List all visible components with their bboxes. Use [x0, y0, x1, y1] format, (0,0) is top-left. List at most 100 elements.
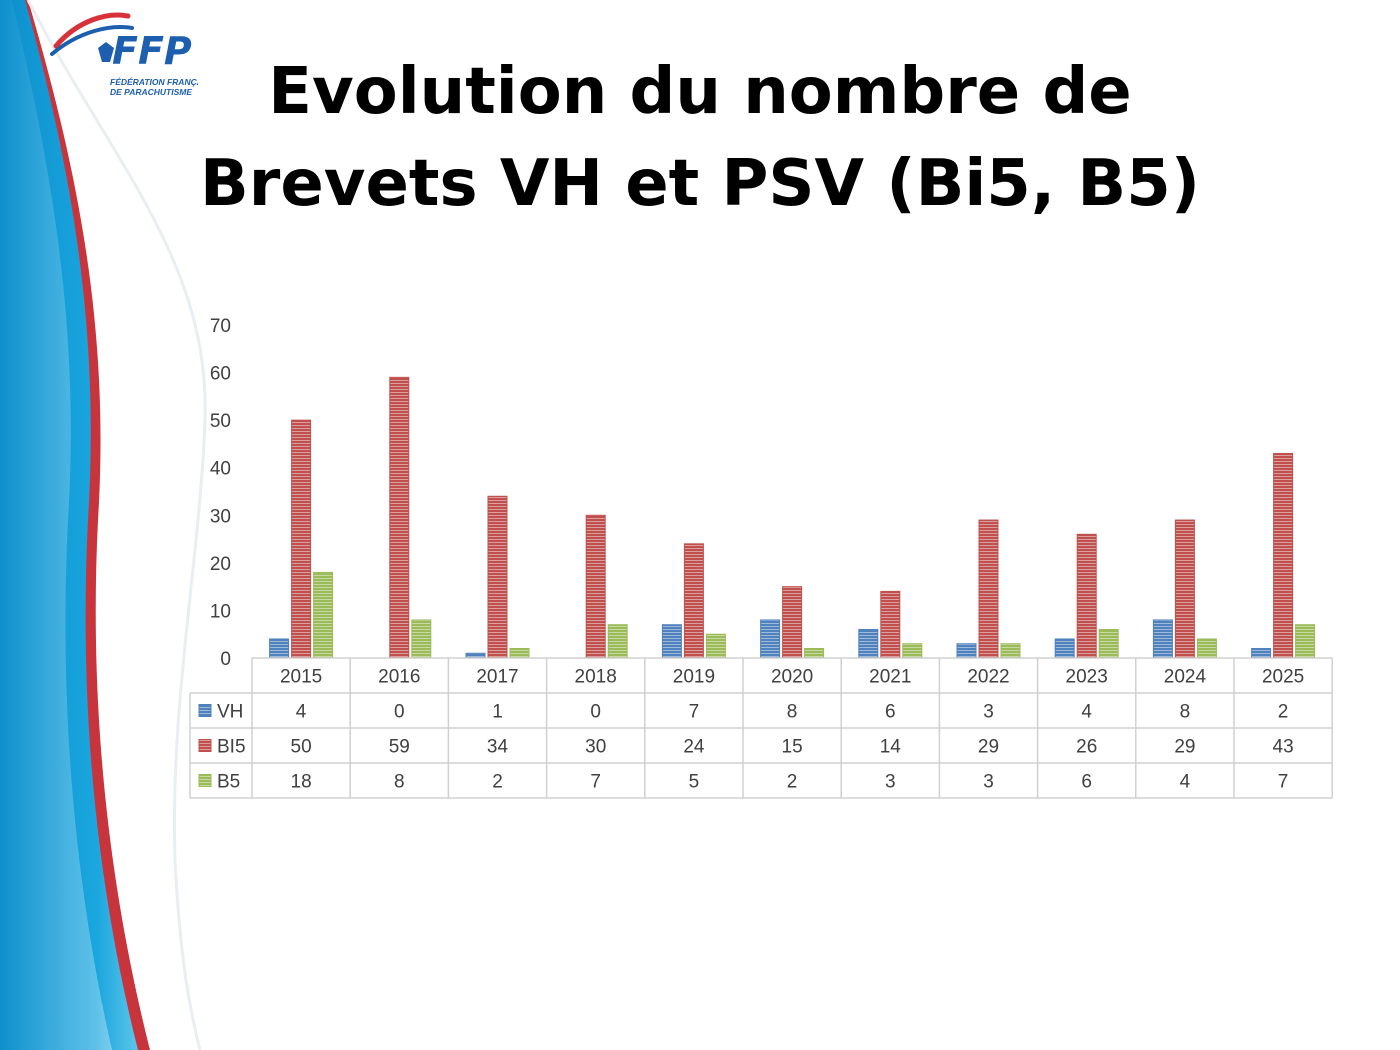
- svg-text:FÉDÉRATION FRANÇAISE: FÉDÉRATION FRANÇAISE: [110, 77, 198, 87]
- data-label-vh: 8: [787, 702, 798, 723]
- bar-bi5-2016: [389, 376, 410, 659]
- x-category-label: 2021: [869, 667, 911, 688]
- y-tick-label: 10: [210, 601, 231, 622]
- bar-b5-2018: [607, 624, 628, 659]
- bar-b5-2025: [1295, 624, 1316, 659]
- x-category-label: 2022: [967, 667, 1009, 688]
- svg-text:FFP: FFP: [112, 29, 192, 73]
- legend-label-bi5: BI5: [217, 737, 246, 758]
- y-tick-label: 70: [210, 316, 231, 337]
- bar-bi5-2017: [487, 495, 508, 659]
- data-label-b5: 8: [394, 772, 405, 793]
- bar-bi5-2020: [782, 586, 803, 659]
- bar-bi5-2024: [1174, 519, 1195, 659]
- data-label-vh: 7: [689, 702, 700, 723]
- data-label-vh: 8: [1180, 702, 1191, 723]
- data-label-vh: 2: [1278, 702, 1289, 723]
- bar-b5-2020: [804, 647, 825, 659]
- y-tick-label: 30: [210, 506, 231, 527]
- data-label-b5: 5: [689, 772, 700, 793]
- bar-vh-2019: [661, 624, 682, 659]
- data-label-b5: 4: [1180, 772, 1191, 793]
- data-label-b5: 7: [1278, 772, 1289, 793]
- bar-bi5-2022: [978, 519, 999, 659]
- bar-b5-2015: [313, 571, 334, 659]
- data-label-bi5: 50: [291, 737, 312, 758]
- y-axis: 0 10 20 30 40 50 60 70: [210, 316, 231, 670]
- bar-bi5-2015: [291, 419, 312, 659]
- y-tick-label: 40: [210, 459, 231, 480]
- data-label-vh: 3: [983, 702, 994, 723]
- data-label-bi5: 24: [683, 737, 705, 758]
- x-category-label: 2019: [673, 667, 715, 688]
- data-label-b5: 18: [291, 772, 312, 793]
- data-label-bi5: 34: [487, 737, 509, 758]
- data-label-vh: 6: [885, 702, 896, 723]
- x-category-label: 2023: [1066, 667, 1108, 688]
- data-label-vh: 0: [394, 702, 405, 723]
- bars: [269, 376, 1316, 659]
- svg-text:DE PARACHUTISME: DE PARACHUTISME: [110, 87, 192, 97]
- x-category-label: 2020: [771, 667, 813, 688]
- y-tick-label: 60: [210, 364, 231, 385]
- bar-bi5-2018: [585, 514, 606, 659]
- legend-key-b5: [198, 774, 212, 787]
- data-label-b5: 6: [1081, 772, 1092, 793]
- bar-b5-2019: [705, 633, 726, 659]
- x-category-label: 2017: [476, 667, 518, 688]
- bar-vh-2023: [1054, 638, 1075, 659]
- bar-bi5-2025: [1273, 452, 1294, 659]
- data-label-b5: 2: [787, 772, 798, 793]
- data-label-bi5: 14: [880, 737, 902, 758]
- bar-vh-2022: [956, 643, 977, 659]
- data-label-b5: 7: [590, 772, 601, 793]
- legend-key-bi5: [198, 739, 212, 752]
- title-line-2: Brevets VH et PSV (Bi5, B5): [200, 147, 1200, 221]
- ffp-logo: FFP FÉDÉRATION FRANÇAISE DE PARACHUTISME: [50, 12, 198, 97]
- bar-bi5-2021: [880, 590, 901, 659]
- data-label-bi5: 15: [782, 737, 803, 758]
- bar-b5-2016: [411, 619, 432, 659]
- bar-b5-2024: [1196, 638, 1217, 659]
- data-label-bi5: 29: [978, 737, 999, 758]
- data-label-vh: 1: [492, 702, 503, 723]
- x-category-label: 2024: [1164, 667, 1207, 688]
- bar-vh-2021: [858, 628, 879, 659]
- bar-vh-2024: [1152, 619, 1173, 659]
- data-label-vh: 4: [1081, 702, 1092, 723]
- data-label-vh: 0: [590, 702, 601, 723]
- x-category-label: 2015: [280, 667, 322, 688]
- y-tick-label: 50: [210, 411, 231, 432]
- bar-b5-2017: [509, 647, 530, 659]
- x-category-label: 2018: [575, 667, 617, 688]
- legend-key-vh: [198, 704, 212, 717]
- bar-vh-2025: [1251, 647, 1272, 659]
- data-label-vh: 4: [296, 702, 307, 723]
- data-label-b5: 2: [492, 772, 503, 793]
- slide-title: Evolution du nombre de Brevets VH et PSV…: [200, 46, 1200, 230]
- data-table: 2015 2016 2017 2018 2019 2020 2021 2022 2023 2024…: [189, 657, 1333, 799]
- data-label-bi5: 26: [1076, 737, 1097, 758]
- data-label-bi5: 30: [585, 737, 606, 758]
- y-tick-label: 20: [210, 554, 231, 575]
- data-label-b5: 3: [885, 772, 896, 793]
- legend-label-b5: B5: [217, 772, 240, 793]
- data-label-b5: 3: [983, 772, 994, 793]
- bar-vh-2015: [269, 638, 290, 659]
- bar-bi5-2019: [683, 543, 704, 659]
- data-label-bi5: 43: [1273, 737, 1294, 758]
- x-category-label: 2025: [1262, 667, 1304, 688]
- bar-bi5-2023: [1076, 533, 1097, 659]
- legend-label-vh: VH: [217, 702, 243, 723]
- data-label-bi5: 59: [389, 737, 410, 758]
- title-line-1: Evolution du nombre de: [268, 55, 1132, 129]
- bar-vh-2020: [760, 619, 781, 659]
- bar-b5-2023: [1098, 628, 1119, 659]
- bar-b5-2022: [1000, 643, 1021, 659]
- y-tick-label: 0: [220, 649, 231, 670]
- bar-b5-2021: [902, 643, 923, 659]
- data-label-bi5: 29: [1174, 737, 1195, 758]
- x-category-label: 2016: [378, 667, 420, 688]
